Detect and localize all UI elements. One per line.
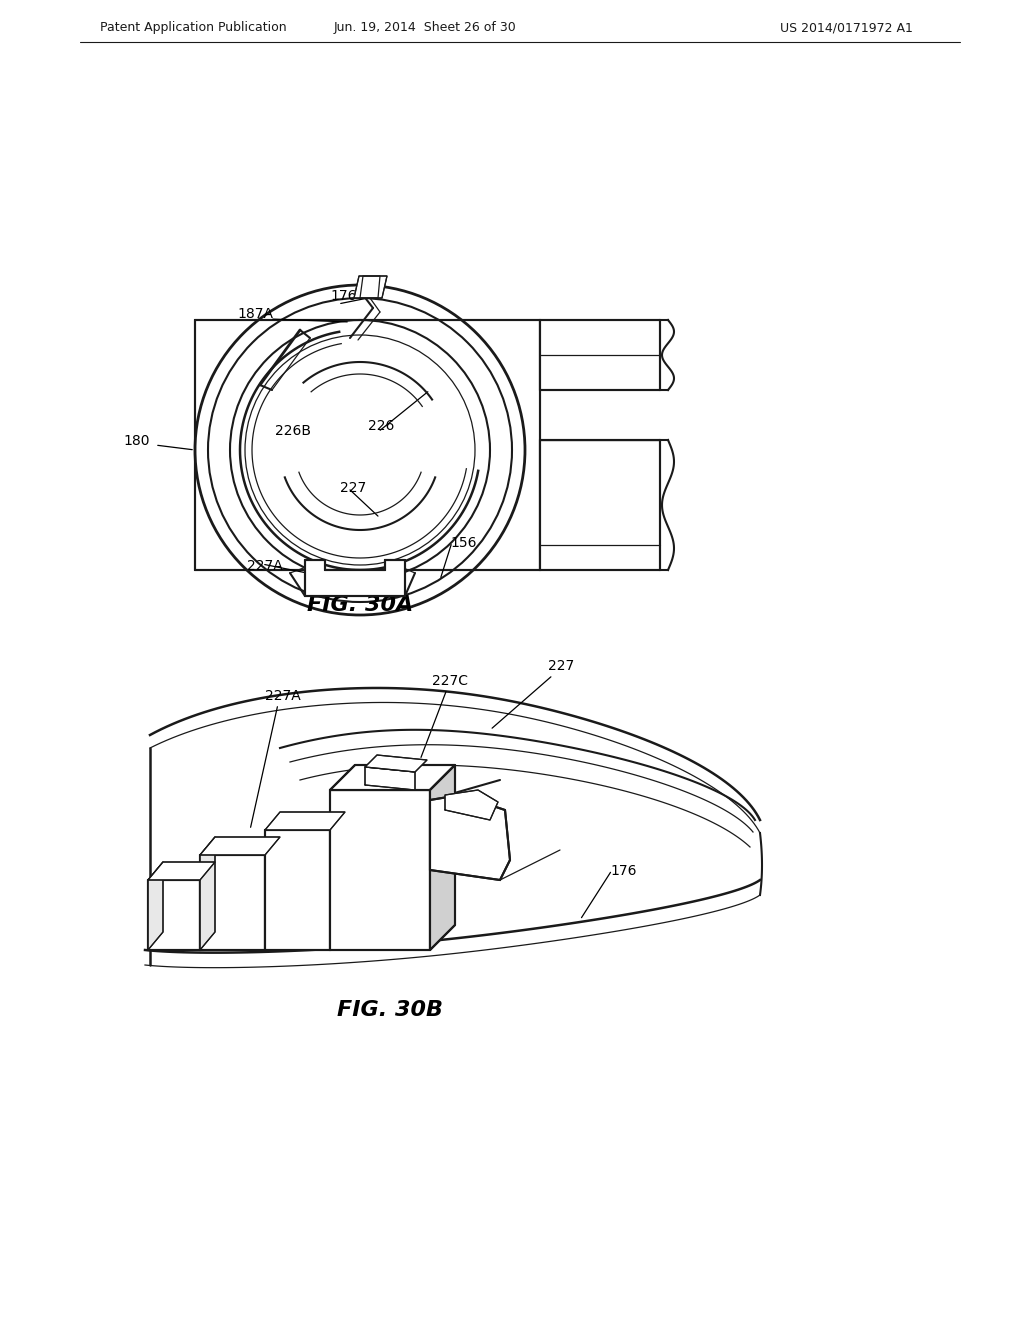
Text: 226: 226: [368, 418, 394, 433]
Polygon shape: [365, 767, 415, 789]
Polygon shape: [148, 862, 215, 880]
Text: US 2014/0171972 A1: US 2014/0171972 A1: [780, 21, 912, 34]
Polygon shape: [200, 837, 215, 950]
Polygon shape: [265, 830, 330, 950]
Text: Jun. 19, 2014  Sheet 26 of 30: Jun. 19, 2014 Sheet 26 of 30: [334, 21, 516, 34]
Polygon shape: [330, 789, 430, 950]
Polygon shape: [430, 795, 510, 880]
Text: 227: 227: [340, 480, 367, 495]
Text: 187A: 187A: [237, 308, 273, 321]
Polygon shape: [540, 440, 660, 570]
Polygon shape: [354, 276, 387, 298]
Polygon shape: [265, 812, 345, 830]
Text: Patent Application Publication: Patent Application Publication: [100, 21, 287, 34]
Text: 227C: 227C: [432, 675, 468, 688]
Polygon shape: [195, 319, 540, 570]
Polygon shape: [365, 755, 427, 772]
Text: 176: 176: [610, 865, 637, 878]
Polygon shape: [148, 862, 163, 950]
Text: 226B: 226B: [275, 424, 311, 438]
Polygon shape: [430, 766, 455, 950]
Text: 227A: 227A: [247, 558, 283, 573]
Polygon shape: [200, 837, 280, 855]
Polygon shape: [330, 766, 455, 789]
Polygon shape: [148, 880, 200, 950]
Text: 176: 176: [330, 289, 356, 304]
Text: FIG. 30A: FIG. 30A: [307, 595, 413, 615]
Text: FIG. 30B: FIG. 30B: [337, 1001, 443, 1020]
Text: 180: 180: [124, 434, 150, 447]
Polygon shape: [200, 855, 265, 950]
Polygon shape: [540, 319, 660, 389]
Text: 227: 227: [548, 659, 574, 673]
Text: 227A: 227A: [265, 689, 301, 704]
Polygon shape: [445, 789, 498, 820]
Text: 156: 156: [450, 536, 476, 550]
Polygon shape: [305, 560, 406, 597]
